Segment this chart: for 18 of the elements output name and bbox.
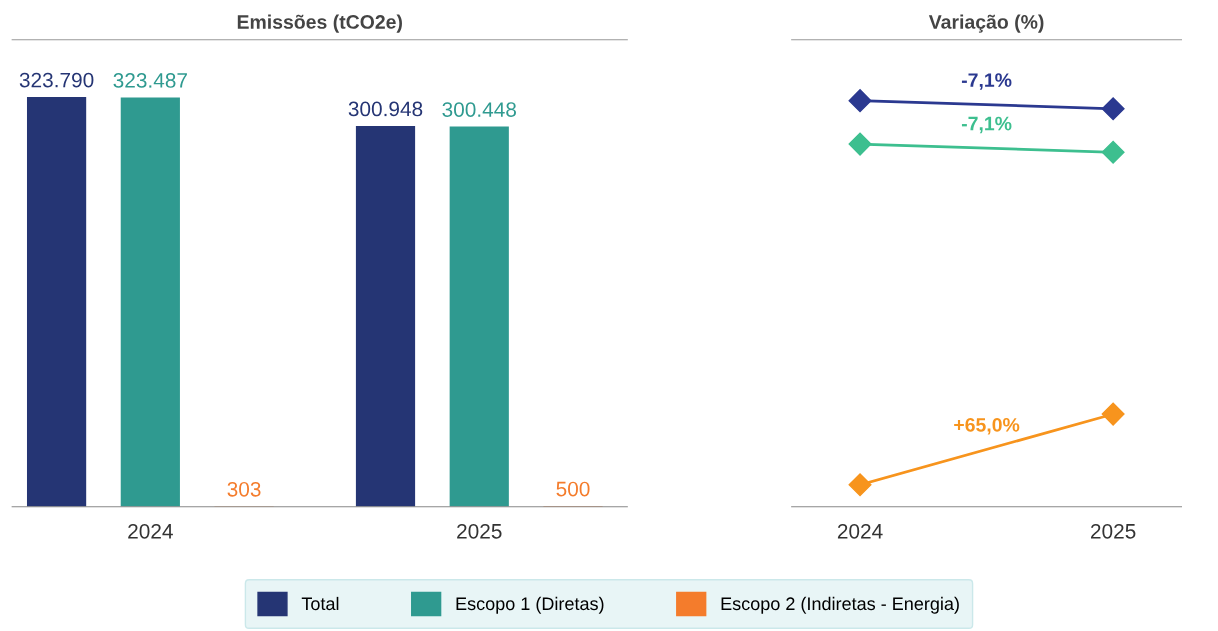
data-label: 303 bbox=[227, 481, 261, 497]
data-label: 300.948 bbox=[348, 101, 423, 117]
chart-title: Variação (%) bbox=[928, 14, 1044, 33]
legend-label: Total bbox=[301, 596, 339, 611]
x-tick-label: 2024 bbox=[128, 523, 173, 539]
text: -7,1% bbox=[961, 73, 1012, 90]
legend-label: Escopo 2 (Indiretas - Energia) bbox=[721, 596, 959, 614]
annotation: -7,1% bbox=[961, 116, 1012, 134]
data-label: 300.448 bbox=[442, 102, 516, 117]
x-tick-label: 2024 bbox=[837, 523, 883, 539]
annotation: +65,0% bbox=[954, 417, 1020, 435]
x-tick-label: 2025 bbox=[1091, 523, 1136, 539]
data-label: 500 bbox=[556, 481, 590, 497]
chart-title: Emissões (tCO2e) bbox=[237, 14, 402, 33]
x-tick-label: 2025 bbox=[457, 523, 502, 539]
legend-label: Escopo 1 (Diretas) bbox=[456, 596, 604, 614]
data-label: 323.790 bbox=[19, 72, 94, 88]
data-label: 323.487 bbox=[113, 73, 187, 88]
